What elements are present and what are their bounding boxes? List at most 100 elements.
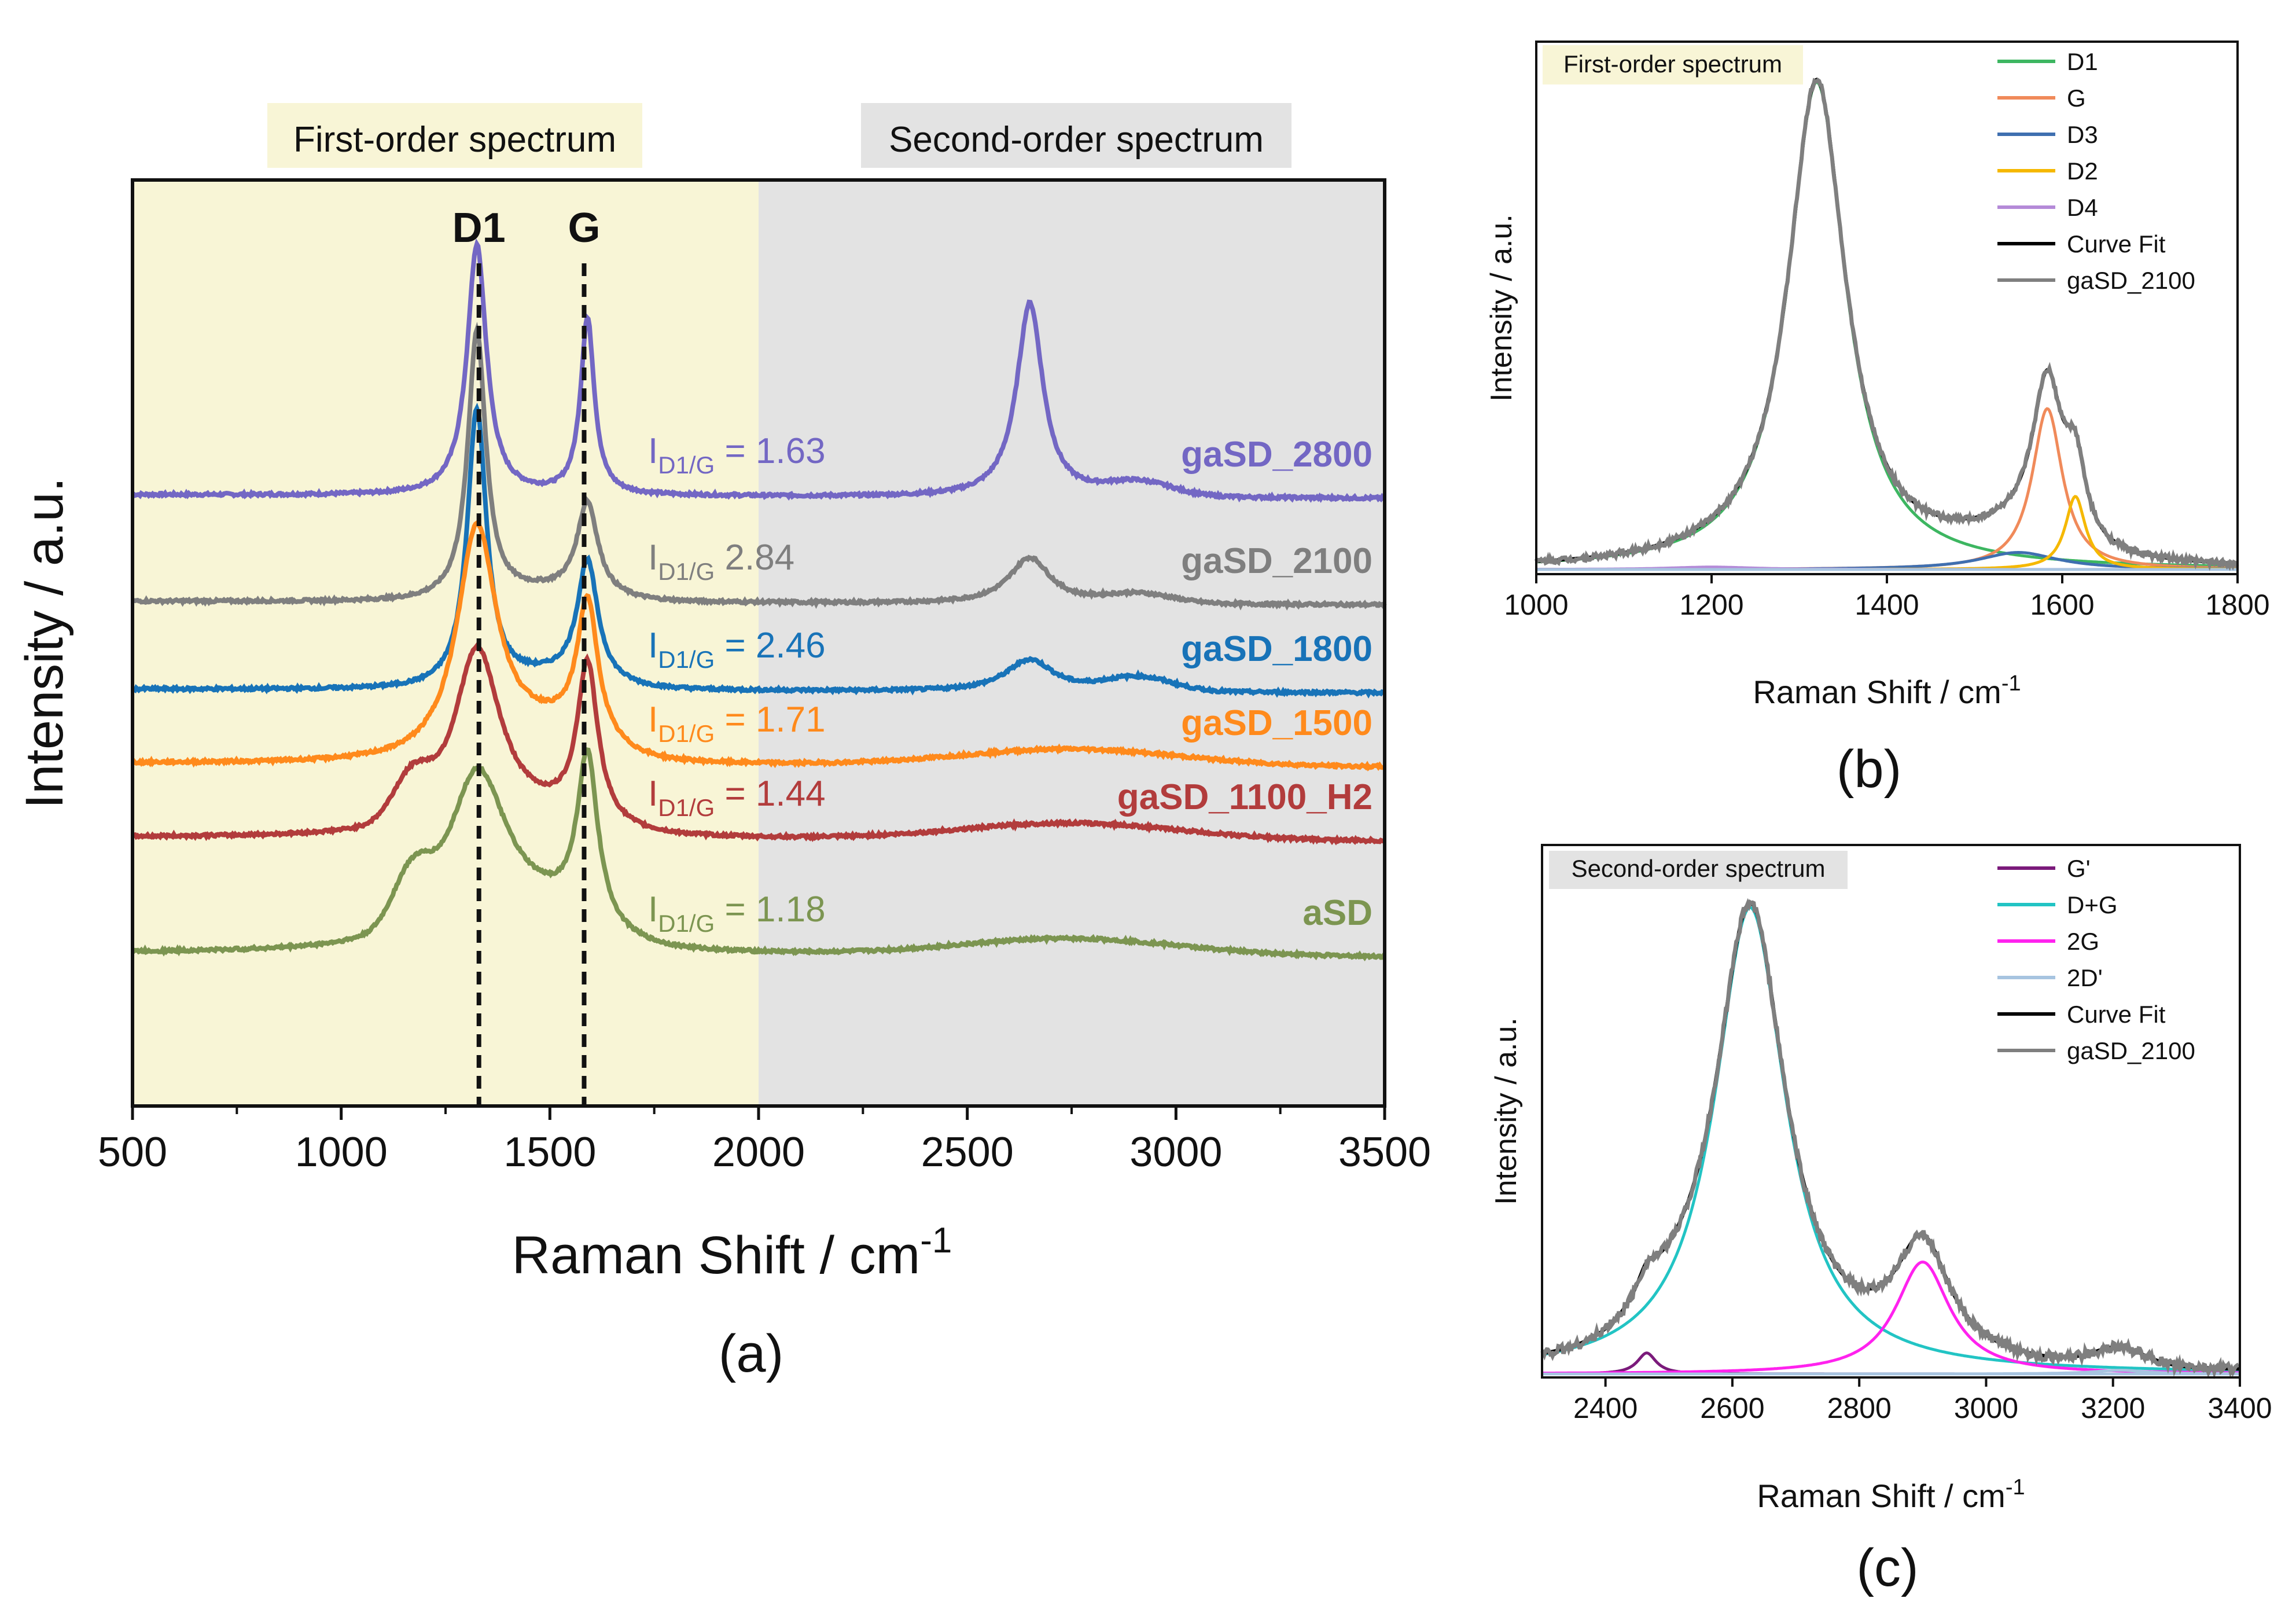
panel-c-caption: (c) bbox=[1856, 1538, 1918, 1597]
panel-b-x-axis-title: Raman Shift / cm-1 bbox=[1753, 671, 2021, 710]
panel-a-y-axis-title: Intensity / a.u. bbox=[15, 477, 74, 809]
measured-spectrum bbox=[1534, 78, 2239, 571]
ratio-value: 2.84 bbox=[715, 538, 794, 578]
x-tick-label: 3000 bbox=[1129, 1129, 1222, 1175]
x-tick-label: 2500 bbox=[921, 1129, 1014, 1175]
spectrum-gaSD_2800 bbox=[132, 238, 1386, 503]
x-tick-label: 1200 bbox=[1679, 589, 1743, 621]
spectrum-gaSD_2100 bbox=[131, 321, 1387, 611]
ratio-prefix: I bbox=[648, 431, 658, 471]
x-tick-label: 1500 bbox=[503, 1129, 596, 1175]
legend-entry: D+G bbox=[2067, 891, 2118, 918]
first-order-region bbox=[133, 180, 759, 1106]
panel-c-plot-bg bbox=[1542, 845, 2240, 1377]
panel-b-title-box bbox=[1543, 45, 1803, 84]
ratio-label-gaSD_1500: ID1/G = 1.71 bbox=[648, 700, 826, 747]
ratio-prefix: I bbox=[648, 538, 658, 578]
ratio-label-aSD: ID1/G = 1.18 bbox=[648, 890, 826, 937]
legend-entry: 2D' bbox=[2067, 964, 2103, 991]
x-tick-label: 3400 bbox=[2207, 1392, 2272, 1424]
panel-a-curves bbox=[130, 238, 1387, 961]
panel-b-x-ticks: 1000 1200 1400 1600 1800 bbox=[1504, 574, 2270, 621]
panel-c-curves bbox=[1540, 898, 2240, 1380]
legend-entry: Curve Fit bbox=[2067, 1001, 2166, 1028]
series-name-gaSD_2100: gaSD_2100 bbox=[1181, 541, 1373, 581]
ratio-value: = 1.71 bbox=[715, 700, 825, 740]
first-order-label-box bbox=[267, 103, 642, 168]
x-tick-label: 1000 bbox=[295, 1129, 388, 1175]
series-name-gaSD_1800: gaSD_1800 bbox=[1181, 629, 1373, 669]
x-tick-label: 1800 bbox=[2205, 589, 2269, 621]
first-order-label: First-order spectrum bbox=[293, 120, 616, 160]
panel-c-title-box bbox=[1549, 851, 1848, 889]
spectrum-aSD bbox=[131, 747, 1386, 961]
measured-spectrum bbox=[1540, 898, 2240, 1380]
x-tick-label: 3000 bbox=[1954, 1392, 2018, 1424]
panel-b: First-order spectrum D1 G D3 D2 D4 Curve Fit g… bbox=[1485, 41, 2270, 799]
x-tick-label: 2800 bbox=[1827, 1392, 1892, 1424]
panel-b-curves bbox=[1534, 78, 2239, 571]
panel-b-y-axis-title: Intensity / a.u. bbox=[1485, 214, 1518, 402]
panel-b-plot-bg bbox=[1536, 42, 2238, 574]
ratio-subscript: D1/G bbox=[658, 646, 715, 673]
series-name-gaSD_2800: gaSD_2800 bbox=[1181, 435, 1373, 475]
legend-entry: gaSD_2100 bbox=[2067, 1037, 2195, 1064]
legend-entry: D2 bbox=[2067, 157, 2098, 185]
ratio-value: = 1.63 bbox=[715, 431, 825, 471]
ratio-subscript: D1/G bbox=[658, 910, 715, 937]
ratio-prefix: I bbox=[648, 774, 658, 814]
legend-entry: D1 bbox=[2067, 48, 2098, 75]
ratio-label-gaSD_1100_H2: ID1/G = 1.44 bbox=[648, 774, 826, 821]
panel-a-x-ticks: 500 1000 1500 2000 2500 3000 3500 bbox=[98, 1106, 1431, 1175]
ratio-prefix: I bbox=[648, 890, 658, 929]
panel-b-title: First-order spectrum bbox=[1563, 50, 1782, 78]
ratio-value: = 1.44 bbox=[715, 774, 825, 814]
series-name-gaSD_1100_H2: gaSD_1100_H2 bbox=[1117, 777, 1373, 817]
ratio-value: = 2.46 bbox=[715, 626, 825, 666]
panel-c-title: Second-order spectrum bbox=[1572, 855, 1826, 882]
second-order-label-box bbox=[861, 103, 1292, 168]
ratio-subscript: D1/G bbox=[658, 558, 715, 585]
panel-a: First-order spectrum Second-order spectr… bbox=[15, 103, 1431, 1383]
legend-entry: Curve Fit bbox=[2067, 230, 2166, 258]
x-tick-label: 3500 bbox=[1338, 1129, 1431, 1175]
x-tick-label: 3200 bbox=[2081, 1392, 2145, 1424]
g-marker-label: G bbox=[568, 205, 600, 251]
panel-b-caption: (b) bbox=[1837, 740, 1901, 799]
ratio-label-gaSD_2800: ID1/G = 1.63 bbox=[648, 431, 826, 479]
panel-a-x-axis-title: Raman Shift / cm-1 bbox=[512, 1221, 952, 1285]
x-tick-label: 2600 bbox=[1700, 1392, 1764, 1424]
ratio-label-gaSD_1800: ID1/G = 2.46 bbox=[648, 626, 826, 673]
panel-c: Second-order spectrum G' D+G 2G 2D' Curve Fi… bbox=[1489, 844, 2272, 1597]
panel-c-x-ticks: 2400 2600 2800 3000 3200 3400 bbox=[1573, 1377, 2272, 1424]
panel-c-legend: G' D+G 2G 2D' Curve Fit gaSD_2100 bbox=[1997, 855, 2195, 1064]
panel-c-x-axis-title-text: Raman Shift / cm bbox=[1757, 1478, 2005, 1514]
d1-marker-label: D1 bbox=[452, 205, 506, 251]
panel-a-caption: (a) bbox=[719, 1324, 783, 1383]
panel-c-frame bbox=[1541, 844, 2241, 1379]
ratio-label-gaSD_2100: ID1/G 2.84 bbox=[648, 538, 794, 585]
x-tick-label: 500 bbox=[98, 1129, 167, 1175]
panel-a-x-axis-title-sup: -1 bbox=[920, 1221, 952, 1261]
component-D+G bbox=[1541, 906, 2239, 1372]
ratio-subscript: D1/G bbox=[658, 794, 715, 821]
legend-entry: gaSD_2100 bbox=[2067, 267, 2195, 294]
ratio-prefix: I bbox=[648, 700, 658, 740]
panel-b-legend: D1 G D3 D2 D4 Curve Fit gaSD_2100 bbox=[1997, 48, 2195, 294]
second-order-label: Second-order spectrum bbox=[889, 120, 1264, 160]
panel-c-x-axis-title: Raman Shift / cm-1 bbox=[1757, 1475, 2025, 1514]
legend-entry: G bbox=[2067, 84, 2086, 112]
x-tick-label: 2000 bbox=[712, 1129, 805, 1175]
legend-entry: G' bbox=[2067, 855, 2091, 882]
x-tick-label: 1400 bbox=[1855, 589, 1919, 621]
series-name-aSD: aSD bbox=[1302, 893, 1373, 933]
panel-b-x-axis-title-text: Raman Shift / cm bbox=[1753, 674, 2001, 710]
x-tick-label: 2400 bbox=[1573, 1392, 1638, 1424]
panel-c-x-axis-title-sup: -1 bbox=[2006, 1475, 2025, 1500]
x-tick-label: 1000 bbox=[1504, 589, 1568, 621]
ratio-subscript: D1/G bbox=[658, 451, 715, 479]
spectrum-gaSD_1100_H2 bbox=[131, 641, 1385, 846]
legend-entry: D3 bbox=[2067, 121, 2098, 148]
